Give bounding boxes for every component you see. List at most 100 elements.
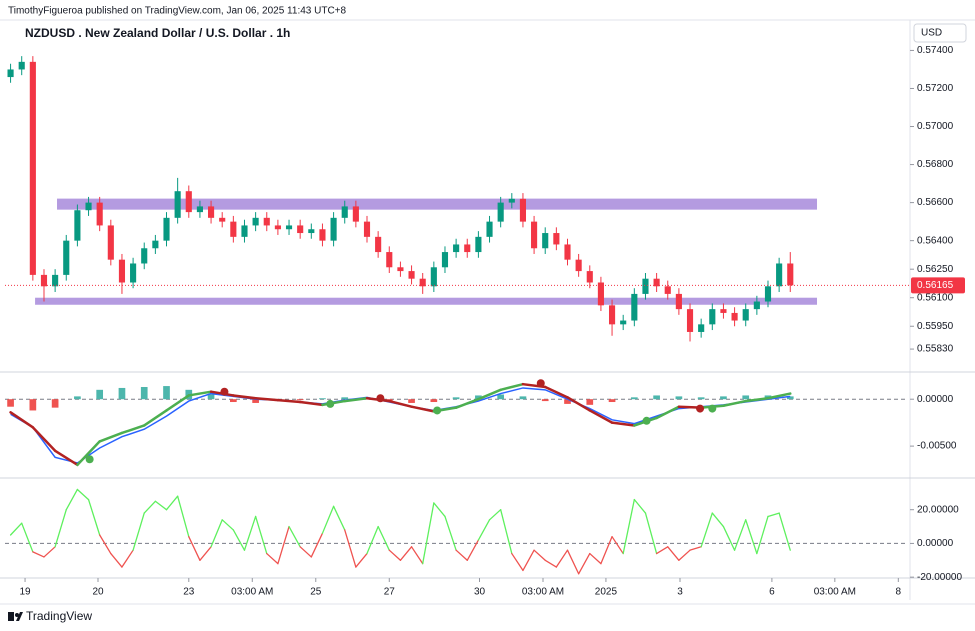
candle-body [642, 278, 649, 294]
line-segment [655, 405, 681, 420]
last-price-box [911, 277, 965, 294]
line-segment [533, 549, 546, 561]
line-segment [165, 394, 191, 412]
line-segment [298, 400, 324, 407]
line-segment [711, 512, 725, 528]
histogram-bar [230, 399, 237, 403]
line-segment [343, 397, 369, 403]
candle-body [542, 233, 549, 249]
line-segment [254, 515, 268, 555]
candle-body [653, 278, 660, 287]
candle-body [319, 229, 326, 241]
histogram-bar [252, 399, 259, 403]
line-segment [410, 405, 436, 413]
line-segment [700, 512, 713, 548]
y-tick-label: 0.57200 [917, 83, 954, 94]
line-segment [266, 552, 279, 565]
candle-body [597, 282, 604, 306]
histogram-bar [51, 399, 59, 408]
candle-body [308, 229, 315, 234]
line-segment [600, 536, 613, 565]
candle-body [130, 263, 137, 283]
y-tick-label: 0.56600 [917, 197, 954, 208]
candle-body [174, 191, 181, 218]
histogram-bar [452, 397, 460, 400]
y-tick-label: 0.00000 [917, 538, 954, 549]
histogram-bar [163, 386, 170, 400]
line-segment [767, 512, 780, 518]
line-segment [210, 519, 223, 548]
y-tick-label: -20.00000 [917, 572, 962, 583]
zone [57, 198, 818, 210]
x-tick-label: 03:00 AM [522, 587, 564, 598]
line-segment [500, 509, 513, 555]
line-segment [644, 512, 658, 555]
signal-marker [642, 416, 651, 425]
line-segment [121, 549, 134, 568]
line-segment [733, 519, 747, 551]
line-segment [32, 551, 45, 558]
signal-marker [708, 404, 717, 413]
line-segment [422, 502, 435, 565]
candle-body [40, 274, 48, 287]
histogram-bar [475, 395, 482, 400]
line-segment [410, 546, 424, 565]
histogram-bar [519, 396, 527, 400]
candle-body [430, 267, 437, 287]
candle-body [787, 263, 794, 286]
line-segment [622, 498, 635, 555]
x-tick-label: 23 [183, 587, 195, 598]
candle-body [330, 217, 337, 241]
candle-body [564, 244, 571, 260]
line-segment [232, 529, 246, 551]
histogram-bar [140, 387, 148, 400]
candle-body [386, 252, 393, 268]
line-segment [277, 525, 290, 565]
candle-body [241, 225, 248, 237]
line-segment [120, 424, 146, 435]
line-segment [188, 536, 201, 561]
candle-body [486, 221, 493, 237]
candle-body [363, 221, 371, 237]
candle-body [375, 236, 382, 253]
histogram-bar [118, 387, 126, 400]
y-tick-label: 0.55830 [917, 344, 954, 355]
candle-body [74, 210, 81, 241]
y-tick-label: 0.00000 [917, 394, 954, 405]
candle-body [163, 217, 170, 241]
line-segment [455, 549, 468, 561]
line-segment [477, 519, 491, 541]
line-segment [344, 529, 357, 568]
line-segment [655, 546, 669, 555]
histogram-bar [29, 399, 37, 411]
histogram-bar [786, 396, 794, 400]
brand-name: TradingView [26, 609, 92, 623]
signal-marker [536, 379, 545, 388]
publisher-header: TimothyFigueroa published on TradingView… [8, 6, 347, 17]
candle-body [742, 309, 749, 321]
y-tick-label: 0.57000 [917, 121, 954, 132]
signal-marker [696, 404, 705, 413]
line-segment [288, 525, 301, 548]
signal-marker [326, 399, 335, 408]
histogram-bar [296, 399, 304, 401]
line-segment [221, 519, 234, 531]
line-segment [110, 552, 123, 568]
histogram-bar [207, 394, 215, 400]
candle-body [152, 240, 159, 249]
histogram-bar [608, 399, 616, 403]
candle-body [397, 267, 404, 272]
x-tick-label: 6 [769, 587, 775, 598]
candle-body [352, 206, 359, 222]
line-segment [243, 515, 257, 551]
histogram-bar [408, 399, 415, 403]
line-segment [488, 509, 502, 521]
line-segment [511, 552, 524, 572]
line-segment [555, 549, 569, 568]
candle-body [531, 221, 538, 249]
line-segment [589, 552, 602, 565]
line-segment [466, 539, 480, 561]
candle-body [664, 286, 671, 294]
tradingview-logo [8, 612, 23, 621]
line-segment [544, 559, 558, 568]
